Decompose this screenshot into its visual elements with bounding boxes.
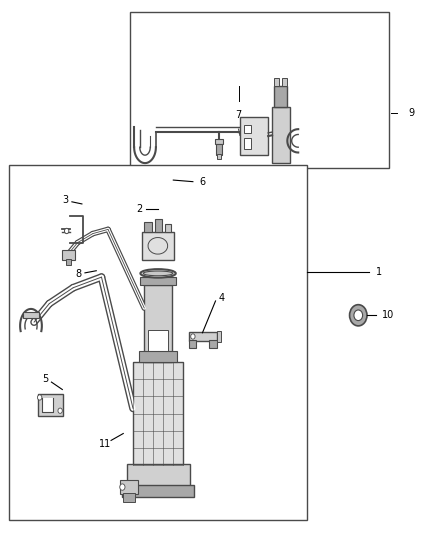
Ellipse shape: [143, 271, 173, 276]
Bar: [140, 277, 176, 285]
Circle shape: [120, 484, 125, 490]
Text: 10: 10: [382, 310, 394, 320]
Bar: [217, 154, 221, 159]
Bar: [133, 362, 183, 465]
Bar: [23, 312, 39, 318]
Bar: [282, 78, 287, 86]
Bar: [144, 285, 172, 362]
Bar: [217, 330, 221, 342]
Circle shape: [191, 334, 195, 339]
Bar: [66, 259, 71, 265]
Circle shape: [64, 228, 69, 233]
Bar: [127, 464, 190, 487]
Bar: [38, 394, 63, 416]
Bar: [244, 138, 251, 149]
Text: 4: 4: [219, 293, 225, 303]
Ellipse shape: [141, 269, 176, 278]
Bar: [240, 117, 268, 155]
Bar: [120, 480, 138, 495]
Text: 6: 6: [200, 176, 206, 187]
Bar: [148, 330, 168, 354]
Text: 11: 11: [99, 439, 111, 449]
Bar: [188, 340, 196, 348]
Bar: [209, 340, 217, 348]
Bar: [122, 486, 194, 497]
Text: 8: 8: [76, 270, 82, 279]
Bar: [215, 144, 223, 155]
Bar: [42, 398, 53, 412]
Bar: [188, 332, 217, 341]
Bar: [272, 108, 290, 163]
Circle shape: [350, 305, 367, 326]
Bar: [144, 222, 152, 232]
Bar: [215, 139, 223, 144]
Text: 1: 1: [376, 267, 382, 277]
Bar: [141, 232, 174, 260]
Bar: [165, 224, 171, 232]
Bar: [274, 86, 287, 108]
Bar: [130, 12, 389, 168]
Circle shape: [58, 408, 62, 414]
Bar: [123, 494, 134, 502]
Bar: [139, 351, 177, 362]
Text: 2: 2: [137, 204, 143, 214]
Circle shape: [38, 395, 42, 400]
Text: 7: 7: [236, 110, 242, 120]
Circle shape: [354, 310, 363, 320]
Bar: [62, 249, 74, 260]
Bar: [9, 165, 307, 520]
Text: 3: 3: [63, 195, 69, 205]
Bar: [155, 219, 162, 232]
Bar: [274, 78, 279, 86]
Text: 9: 9: [408, 108, 414, 118]
Bar: [244, 125, 251, 133]
Text: 5: 5: [42, 374, 49, 384]
